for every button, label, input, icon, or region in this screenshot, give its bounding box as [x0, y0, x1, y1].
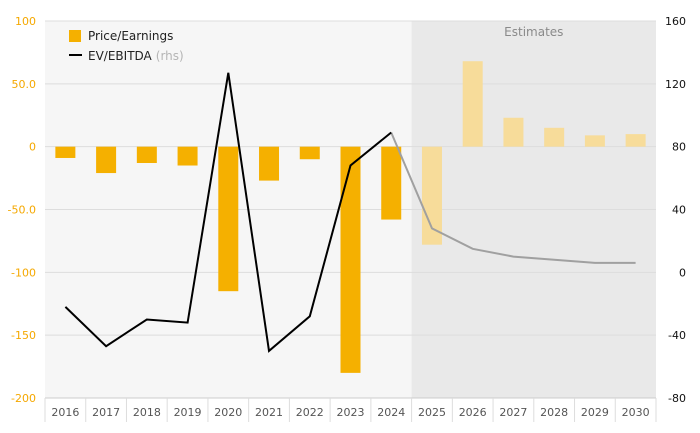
svg-text:EV/EBITDA(rhs): EV/EBITDA (rhs) — [88, 49, 184, 63]
x-tick-label: 2016 — [51, 406, 79, 419]
x-tick-label: 2028 — [540, 406, 568, 419]
bar-price-earnings-2020 — [218, 146, 239, 292]
bar-price-earnings-2023 — [340, 146, 361, 373]
bar-price-earnings-2030 — [625, 134, 646, 147]
bar-price-earnings-2029 — [584, 135, 605, 147]
right-tick-label: 80 — [672, 141, 686, 154]
bar-price-earnings-2024 — [381, 146, 402, 220]
right-tick-label: -40 — [668, 329, 686, 342]
bar-price-earnings-2017 — [96, 146, 117, 174]
x-axis: 2016 2017 2018 2019 2020 2021 2022 2023 2024 2025… — [44, 397, 657, 422]
left-tick-label: 50.0 — [12, 78, 37, 91]
x-tick-label: 2019 — [174, 406, 202, 419]
legend-label-ev-ebitda: EV/EBITDA — [88, 49, 153, 63]
right-tick-label: 0 — [679, 266, 686, 279]
legend-swatch-price-earnings — [69, 30, 81, 42]
right-tick-label: 160 — [665, 15, 686, 28]
estimates-label: Estimates — [504, 25, 563, 39]
x-tick-label: 2021 — [255, 406, 283, 419]
legend-label-price-earnings: Price/Earnings — [88, 29, 173, 43]
x-tick-label: 2024 — [377, 406, 405, 419]
left-tick-label: -200 — [11, 392, 36, 405]
left-tick-label: -50.0 — [8, 204, 36, 217]
x-tick-label: 2023 — [337, 406, 365, 419]
x-tick-label: 2018 — [133, 406, 161, 419]
x-tick-label: 2020 — [214, 406, 242, 419]
line-ev-ebitda-actual — [64, 72, 392, 353]
left-tick-label: 100 — [15, 15, 36, 28]
left-axis: 100 50.0 0 -50.0 -100 -150 -200 — [8, 15, 36, 405]
bar-price-earnings-2028 — [544, 127, 565, 147]
bar-price-earnings-2018 — [136, 146, 157, 164]
x-tick-label: 2029 — [581, 406, 609, 419]
bar-price-earnings-2021 — [259, 146, 280, 181]
right-axis: 160 120 80 40 0 -40 -80 — [665, 15, 686, 405]
left-tick-label: -150 — [11, 329, 36, 342]
bar-price-earnings-2016 — [55, 146, 76, 158]
x-tick-label: 2027 — [499, 406, 527, 419]
x-tick-label: 2030 — [622, 406, 650, 419]
right-tick-label: 40 — [672, 204, 686, 217]
left-tick-label: 0 — [29, 141, 36, 154]
bar-price-earnings-2025 — [421, 146, 442, 245]
x-tick-label: 2022 — [296, 406, 324, 419]
line-ev-ebitda-estimates — [390, 132, 636, 264]
legend-note-rhs: (rhs) — [156, 49, 184, 63]
bar-price-earnings-2027 — [503, 117, 524, 147]
bar-price-earnings-2022 — [299, 146, 320, 160]
legend: Price/Earnings EV/EBITDA (rhs) — [69, 29, 184, 63]
x-tick-label: 2025 — [418, 406, 446, 419]
bar-series — [55, 61, 646, 373]
line-series — [64, 72, 636, 353]
bar-price-earnings-2026 — [462, 61, 483, 147]
right-tick-label: -80 — [668, 392, 686, 405]
right-tick-label: 120 — [665, 78, 686, 91]
bar-price-earnings-2019 — [177, 146, 198, 166]
left-tick-label: -100 — [11, 266, 36, 279]
x-tick-label: 2026 — [459, 406, 487, 419]
x-tick-label: 2017 — [92, 406, 120, 419]
